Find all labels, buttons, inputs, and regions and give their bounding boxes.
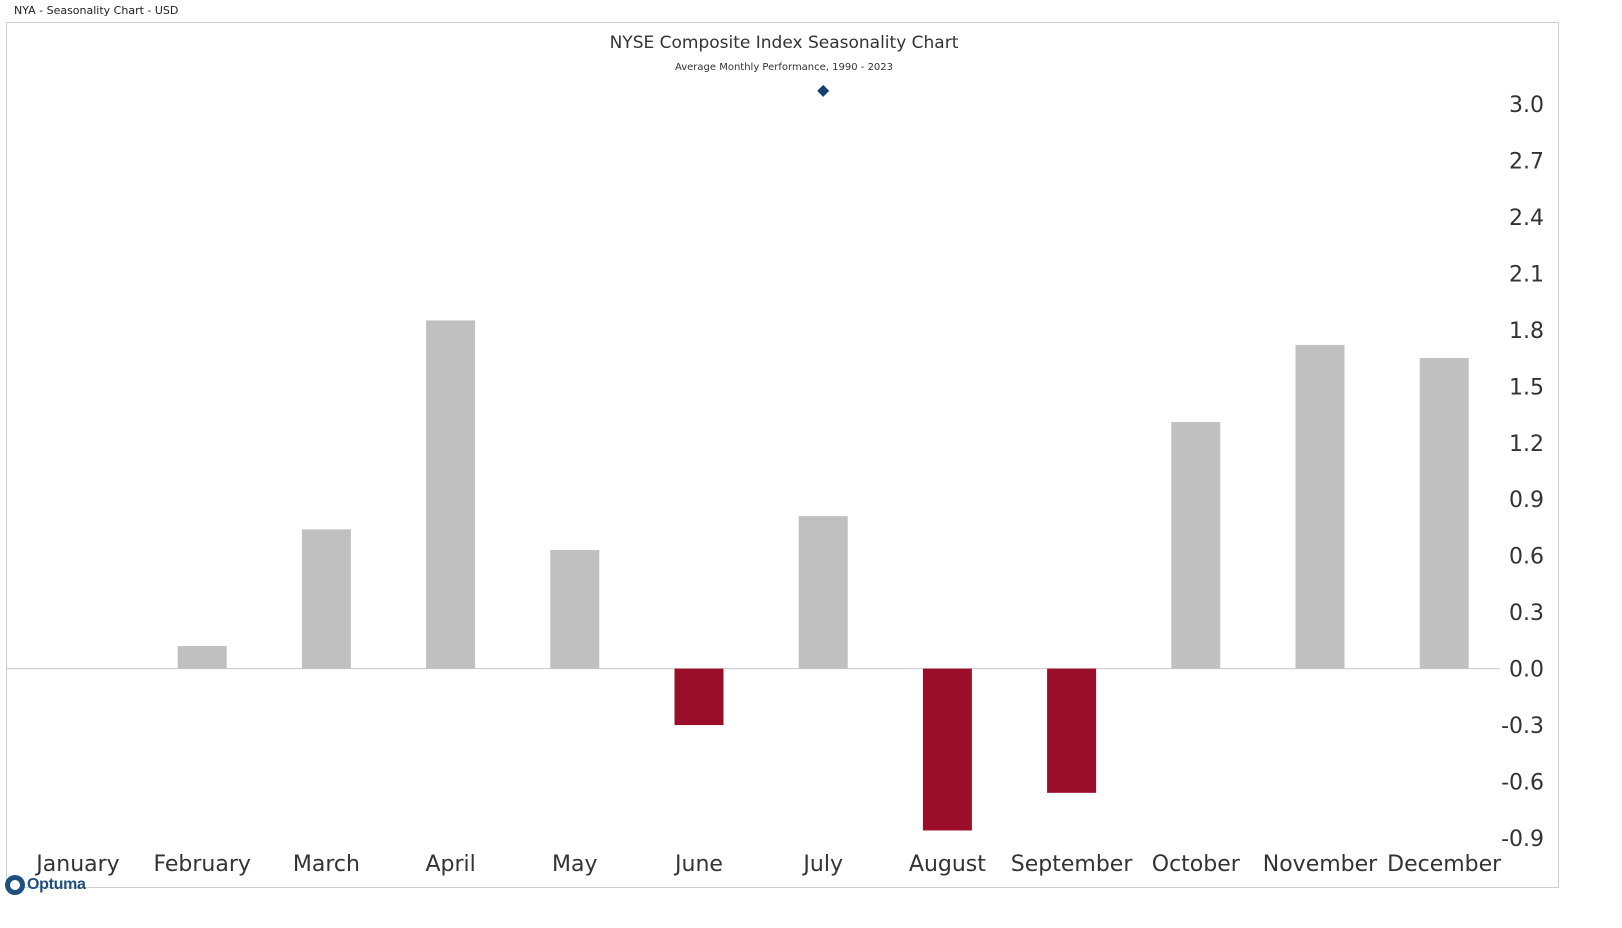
chart-header-label: NYA - Seasonality Chart - USD xyxy=(14,4,179,17)
bar-november xyxy=(1295,344,1345,669)
x-tick-label-may: May xyxy=(552,852,597,877)
x-tick-label-august: August xyxy=(909,852,986,877)
bar-july xyxy=(798,516,848,669)
y-tick-label: 1.5 xyxy=(1509,375,1544,400)
y-tick-label: -0.6 xyxy=(1501,771,1544,796)
marker-diamond xyxy=(817,84,830,97)
chart-frame xyxy=(6,22,1559,888)
x-tick-label-january: January xyxy=(34,852,119,877)
bar-september xyxy=(1047,668,1097,793)
seasonality-bar-chart: January February March April May June July Augu… xyxy=(7,84,1544,877)
bar-october xyxy=(1171,422,1221,669)
x-tick-label-april: April xyxy=(425,852,475,877)
y-tick-label: -0.9 xyxy=(1501,827,1544,852)
x-tick-label-december: December xyxy=(1387,852,1502,877)
x-tick-label-june: June xyxy=(673,852,723,877)
y-tick-label: 2.4 xyxy=(1509,206,1544,231)
bar-march xyxy=(301,529,351,669)
bar-august xyxy=(922,668,972,831)
x-tick-label-november: November xyxy=(1263,852,1378,877)
y-tick-label: 3.0 xyxy=(1509,93,1544,118)
y-tick-label: 1.2 xyxy=(1509,432,1544,457)
optuma-logo-text: Optuma xyxy=(27,876,86,893)
y-tick-label: 2.7 xyxy=(1509,149,1544,174)
x-tick-label-september: September xyxy=(1011,852,1134,877)
bar-june xyxy=(674,668,724,726)
chart-subtitle: Average Monthly Performance, 1990 - 2023 xyxy=(674,62,894,73)
bar-december xyxy=(1419,358,1469,669)
y-tick-label: 0.0 xyxy=(1509,658,1544,683)
bar-april xyxy=(426,320,476,669)
x-tick-label-february: February xyxy=(153,852,251,877)
x-tick-label-july: July xyxy=(801,852,843,877)
optuma-logo: Optuma xyxy=(5,874,86,896)
y-tick-label: 1.8 xyxy=(1509,319,1544,344)
y-tick-label: 2.1 xyxy=(1509,262,1544,287)
y-tick-label: 0.9 xyxy=(1509,488,1544,513)
y-tick-label: -0.3 xyxy=(1501,714,1544,739)
bar-february xyxy=(177,646,227,669)
bar-may xyxy=(550,550,600,669)
y-tick-label: 0.3 xyxy=(1509,601,1544,626)
y-tick-label: 0.6 xyxy=(1509,545,1544,570)
optuma-logo-icon xyxy=(5,875,25,895)
x-tick-label-march: March xyxy=(293,852,360,877)
chart-title: NYSE Composite Index Seasonality Chart xyxy=(609,33,959,53)
x-tick-label-october: October xyxy=(1152,852,1241,877)
